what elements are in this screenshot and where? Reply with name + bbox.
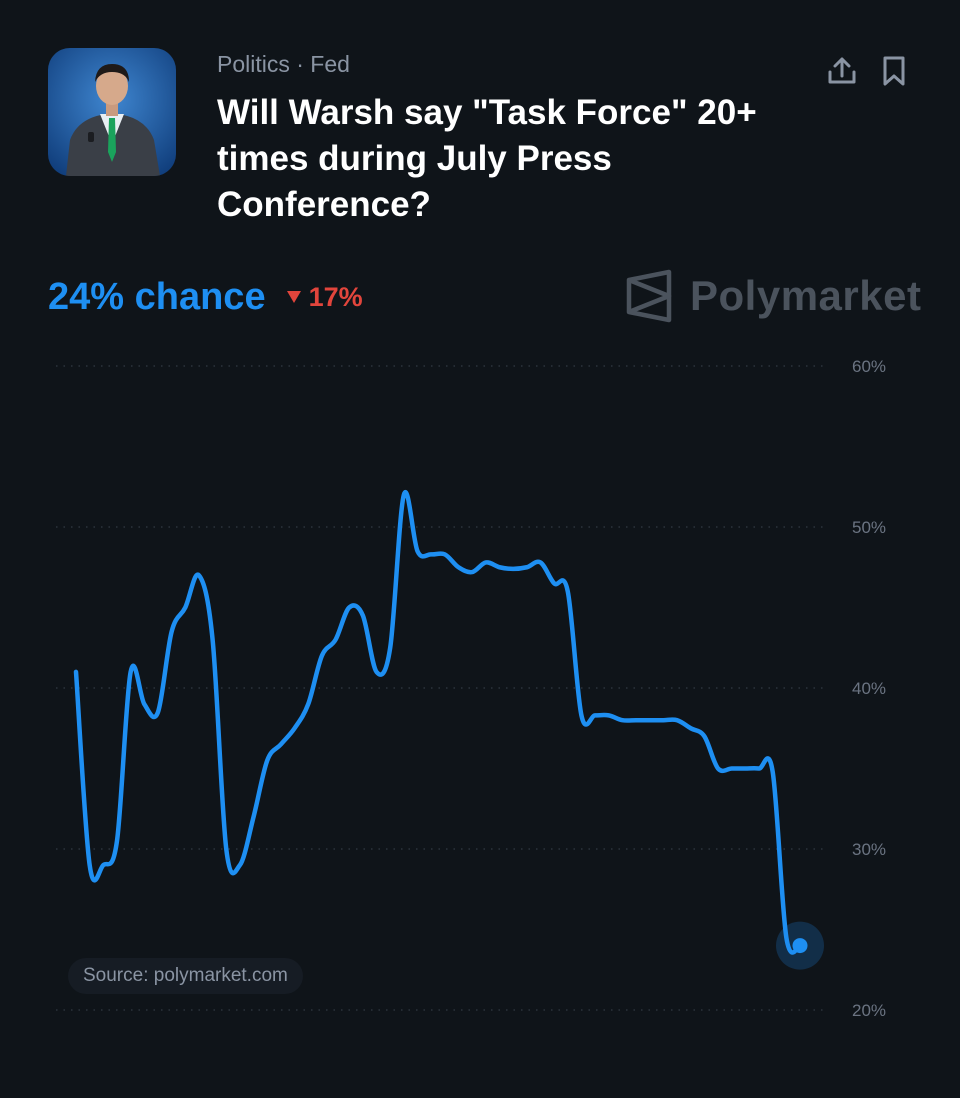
chance-value: 24% chance (48, 275, 266, 318)
data-point (101, 863, 105, 867)
data-point (361, 614, 365, 618)
data-point (689, 726, 693, 730)
data-point (375, 670, 379, 674)
polymarket-logo-icon (626, 269, 672, 323)
data-point (115, 839, 119, 843)
data-point (525, 565, 529, 569)
data-point (170, 630, 174, 634)
brand-name: Polymarket (690, 272, 922, 319)
data-point (74, 670, 78, 674)
data-point (743, 767, 747, 771)
data-point (661, 718, 665, 722)
data-point (347, 606, 351, 610)
data-point (470, 570, 474, 574)
source-label: Source: polymarket.com (68, 958, 303, 994)
data-point (702, 734, 706, 738)
data-point (252, 815, 256, 819)
data-point (484, 560, 488, 564)
data-point (211, 638, 215, 642)
share-icon (828, 57, 856, 84)
data-point (238, 863, 242, 867)
data-point (88, 863, 92, 867)
data-point (675, 718, 679, 722)
data-point (429, 552, 433, 556)
data-point (129, 670, 133, 674)
y-tick-label: 40% (852, 679, 886, 698)
bookmark-button[interactable] (877, 54, 911, 88)
data-point (279, 742, 283, 746)
data-point (757, 767, 761, 771)
data-point (320, 654, 324, 658)
data-point (716, 767, 720, 771)
data-point (593, 713, 597, 717)
data-point (183, 606, 187, 610)
y-tick-label: 30% (852, 840, 886, 859)
change-value: 17% (308, 281, 363, 312)
data-point (416, 549, 420, 553)
data-point (511, 567, 515, 571)
data-point (265, 758, 269, 762)
data-point (579, 713, 583, 717)
data-point (334, 638, 338, 642)
data-point (156, 710, 160, 714)
bookmark-icon (883, 56, 905, 86)
market-category[interactable]: Politics · Fed (217, 51, 350, 77)
chance-summary: 24% chance 17% (48, 274, 363, 320)
data-point (730, 767, 734, 771)
data-point (293, 726, 297, 730)
current-value-dot[interactable] (792, 938, 808, 954)
polymarket-brand: Polymarket (626, 268, 921, 324)
data-point (538, 560, 542, 564)
share-button[interactable] (825, 54, 859, 88)
data-point (566, 589, 570, 593)
market-avatar (48, 48, 176, 176)
data-point (142, 702, 146, 706)
data-point (402, 493, 406, 497)
data-point (620, 718, 624, 722)
triangle-down-icon (286, 291, 301, 303)
y-tick-label: 20% (852, 1001, 886, 1020)
data-point (388, 646, 392, 650)
speaker-photo (48, 48, 176, 176)
y-tick-label: 60% (852, 357, 886, 376)
series-line (73, 489, 803, 955)
data-point (443, 552, 447, 556)
data-point (771, 770, 775, 774)
data-point (224, 847, 228, 851)
data-point (552, 581, 556, 585)
y-tick-label: 50% (852, 518, 886, 537)
data-point (634, 718, 638, 722)
data-point (306, 702, 310, 706)
data-point (497, 565, 501, 569)
market-title: Will Warsh say "Task Force" 20+ times du… (217, 93, 757, 224)
data-point (197, 573, 201, 577)
chart-grid: 60% 50% 40% 30% 20% (56, 357, 886, 1020)
data-point (607, 713, 611, 717)
change-badge: 17% (286, 282, 363, 313)
chart-endpoint-layer (776, 921, 824, 970)
chart-line-layer (73, 489, 803, 955)
data-point (456, 565, 460, 569)
data-point (648, 718, 652, 722)
